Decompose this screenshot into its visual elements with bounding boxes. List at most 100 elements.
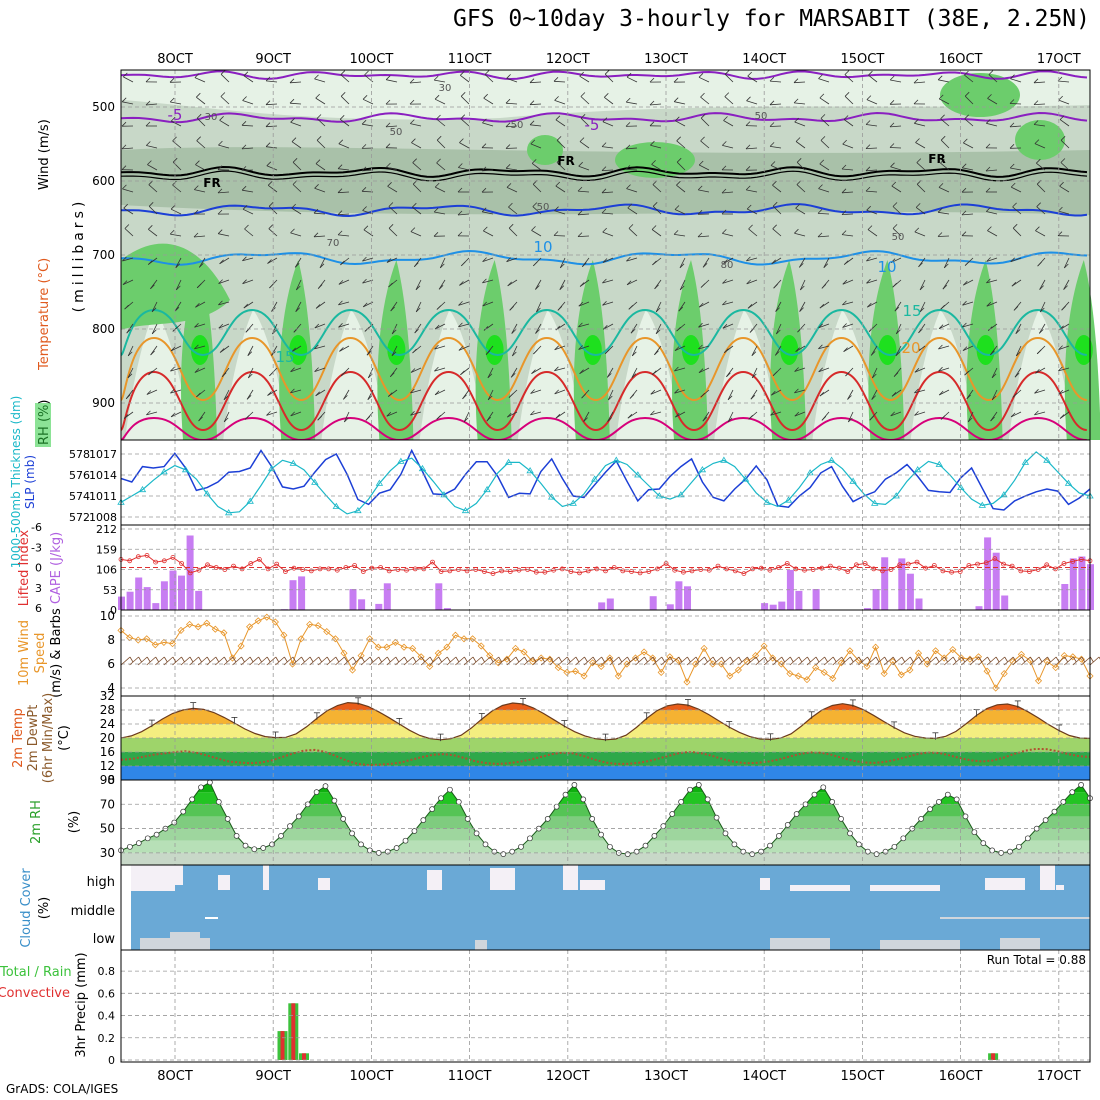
cape-bar xyxy=(195,590,203,610)
wind-barb xyxy=(625,147,638,150)
wind-barb-flag xyxy=(820,136,826,141)
wind-barb-flag xyxy=(290,367,295,372)
wind-barb xyxy=(535,279,542,290)
wind-barb xyxy=(436,162,446,171)
rh-dry-plume xyxy=(714,310,780,440)
wind-barb-10m xyxy=(223,656,234,666)
wind-barb-flag xyxy=(554,96,559,101)
thickness-marker xyxy=(590,475,599,482)
cape-bar xyxy=(898,558,906,610)
wind-barb-flag xyxy=(385,99,391,105)
wind-barb xyxy=(266,165,278,171)
wind-barb-10m-flag xyxy=(815,656,820,663)
wind-barb-flag xyxy=(819,303,825,309)
wind-barb-flag xyxy=(795,204,800,209)
wind-barb-flag xyxy=(410,388,415,394)
wind-barb xyxy=(795,207,806,215)
wind-barb xyxy=(967,411,974,423)
wind-barb xyxy=(577,235,590,237)
wind-barb-flag xyxy=(891,392,897,397)
wind-barb-10m-flag xyxy=(275,656,280,663)
wind-barb xyxy=(458,345,470,351)
wind-barb-10m xyxy=(155,656,165,666)
wind-barb-flag xyxy=(1033,100,1039,105)
rh-marker xyxy=(1024,835,1031,842)
wind-barb-flag xyxy=(242,279,247,284)
y-tick-temp: 12 xyxy=(100,759,115,773)
wind-barb xyxy=(340,74,350,83)
wind-barb xyxy=(723,120,734,127)
wind-barb-flag xyxy=(964,91,970,97)
rh-contour-label: 70 xyxy=(327,238,340,249)
wind-barb xyxy=(554,367,566,372)
li-marker xyxy=(438,569,444,574)
wind-barb xyxy=(938,187,950,193)
wind-barb xyxy=(679,257,686,268)
wind-barb-flag xyxy=(410,119,415,124)
wind-barb-flag xyxy=(750,394,756,400)
wind-speed-marker xyxy=(563,668,571,676)
wind-barb-flag xyxy=(628,224,634,229)
wind-barb-10m-flag xyxy=(755,656,760,663)
wind-barb xyxy=(1009,103,1022,105)
wind-barb xyxy=(866,257,878,262)
wind-barb-flag xyxy=(938,183,944,188)
wind-barb-flag xyxy=(821,284,827,289)
rh-legend-swatch xyxy=(35,403,51,447)
y-tick-cloud: high xyxy=(87,875,115,890)
wind-barb-flag xyxy=(582,262,587,267)
wind-barb xyxy=(409,81,422,84)
wind-barb-10m xyxy=(489,656,499,666)
wind-barb xyxy=(410,231,422,237)
ylabel-rh2m: 2m RH xyxy=(29,800,44,844)
wind-speed-marker xyxy=(443,643,451,651)
wind-barb-flag xyxy=(481,187,487,193)
wind-barb-10m xyxy=(463,656,474,666)
wind-barb-flag xyxy=(506,183,512,188)
wind-barb-flag xyxy=(626,184,631,189)
wind-barb xyxy=(265,125,278,128)
cape-bar xyxy=(435,583,443,610)
wind-barb xyxy=(271,345,278,356)
wind-barb xyxy=(247,345,254,356)
wind-barb-flag xyxy=(511,329,516,334)
wind-barb-flag xyxy=(652,202,658,207)
wind-barb-flag xyxy=(698,344,703,350)
wind-barb xyxy=(702,257,710,268)
wind-barb-flag xyxy=(675,412,680,418)
wind-barb-10m xyxy=(721,656,731,666)
wind-barb xyxy=(410,123,422,127)
wind-barb-flag xyxy=(1009,163,1015,169)
wind-barb xyxy=(290,121,302,127)
wind-barb-flag xyxy=(457,210,463,216)
wind-speed-marker xyxy=(957,654,965,662)
wind-barb-flag xyxy=(866,256,871,262)
wind-barb xyxy=(315,163,326,171)
wind-barb xyxy=(844,96,854,105)
wind-barb xyxy=(607,389,614,401)
isotherm-label: FR xyxy=(928,152,945,166)
wind-speed-marker xyxy=(237,642,245,650)
wind-barb xyxy=(699,301,710,308)
wind-barb xyxy=(847,411,854,423)
thickness-marker xyxy=(827,456,836,463)
thickness-marker xyxy=(913,466,922,473)
wind-barb-flag xyxy=(800,285,805,291)
wind-barb-flag xyxy=(602,278,607,284)
wind-barb-flag xyxy=(146,141,151,146)
wind-barb-10m xyxy=(712,656,722,666)
wind-barb xyxy=(1060,162,1070,171)
rh-marker xyxy=(1078,782,1084,788)
wind-speed-marker xyxy=(606,654,614,662)
wind-barb-flag xyxy=(412,202,417,208)
wind-barb-flag xyxy=(919,307,925,313)
wind-barb-flag xyxy=(893,372,899,377)
wind-barb-flag xyxy=(361,144,367,149)
li-marker xyxy=(213,565,219,570)
wind-barb-flag xyxy=(436,305,442,310)
rh-marker xyxy=(402,837,409,844)
wind-barb-10m xyxy=(472,656,482,666)
wind-barb-10m xyxy=(883,656,894,666)
wind-barb-flag xyxy=(724,92,730,97)
wind-barb-10m xyxy=(309,656,319,666)
